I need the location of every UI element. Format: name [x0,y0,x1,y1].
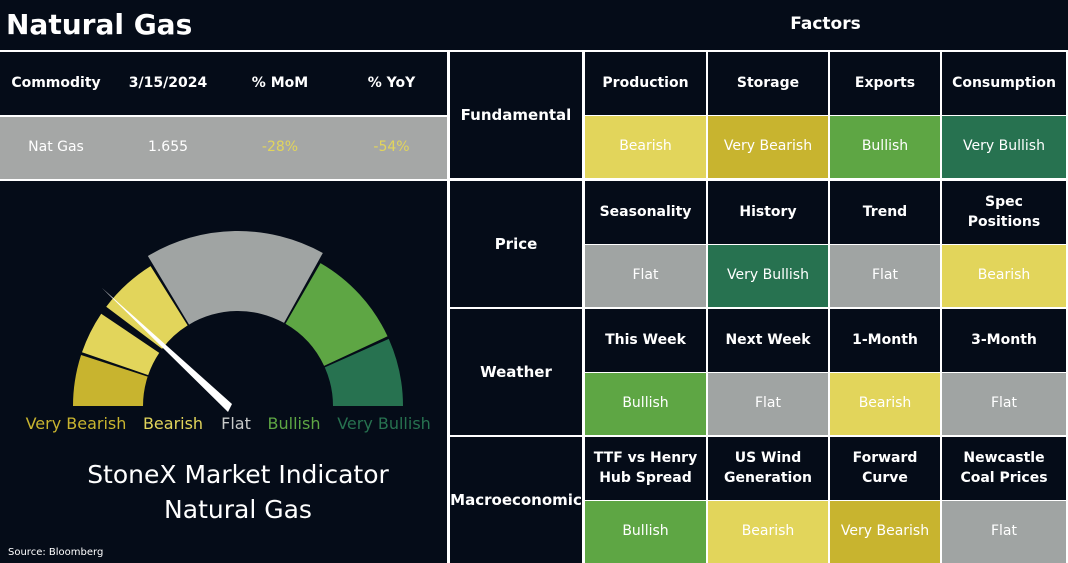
factor-label: Exports [830,52,940,115]
factor-rating: Bearish [585,116,706,178]
factor-rating: Flat [830,245,940,307]
factor-label: TTF vs Henry Hub Spread [585,437,706,500]
gauge-title: Natural Gas [164,495,312,524]
gauge-title: StoneX Market Indicator [87,460,389,489]
factor-label: This Week [585,309,706,372]
factor-group: Price [450,181,582,307]
factor-label: Forward Curve [830,437,940,500]
factor-rating: Flat [708,373,828,435]
table-cell: -28% [224,117,336,179]
factor-rating: Flat [942,373,1066,435]
gauge-segment [147,231,323,325]
factor-rating: Bullish [585,501,706,563]
factor-rating: Bullish [830,116,940,178]
factor-label: Storage [708,52,828,115]
gauge-segment [73,355,148,406]
table-header: 3/15/2024 [112,52,224,115]
gauge-label: Flat [221,414,251,433]
factor-rating: Very Bearish [708,116,828,178]
gauge-label: Very Bullish [337,414,431,433]
factor-rating: Flat [585,245,706,307]
table-header: % YoY [336,52,447,115]
factors-title: Factors [790,14,861,35]
gauge-segment [81,313,160,376]
factor-rating: Bearish [830,373,940,435]
factor-label: Newcastle Coal Prices [942,437,1066,500]
factor-label: Trend [830,181,940,244]
factor-label: Production [585,52,706,115]
gauge-segment [106,266,188,349]
factor-rating: Very Bullish [708,245,828,307]
table-cell: -54% [336,117,447,179]
factor-label: US Wind Generation [708,437,828,500]
factor-label: Consumption [942,52,1066,115]
factor-group: Weather [450,309,582,435]
factor-label: 3-Month [942,309,1066,372]
gauge-label: Very Bearish [26,414,127,433]
factor-group: Macroeconomic [450,437,582,563]
gauge-label: Bullish [268,414,321,433]
factor-rating: Bullish [585,373,706,435]
factor-rating: Bearish [942,245,1066,307]
factor-label: Next Week [708,309,828,372]
table-header: % MoM [224,52,336,115]
factor-label: 1-Month [830,309,940,372]
table-header: Commodity [0,52,112,115]
gauge-label: Bearish [143,414,203,433]
factor-label: History [708,181,828,244]
factor-rating: Very Bearish [830,501,940,563]
factor-rating: Bearish [708,501,828,563]
source: Source: Bloomberg [8,547,103,558]
factor-rating: Very Bullish [942,116,1066,178]
gauge-segment [324,338,403,406]
gauge-panel: Very Bearish Bearish Flat Bullish Very Bulli… [0,181,447,563]
factor-group: Fundamental [450,52,582,178]
gauge-needle [102,288,232,412]
table-cell: Nat Gas [0,117,112,179]
factor-rating: Flat [942,501,1066,563]
gauge-segment [285,263,388,366]
title: Natural Gas [0,0,447,50]
factor-label: Seasonality [585,181,706,244]
factor-label: Spec Positions [942,181,1066,244]
table-cell: 1.655 [112,117,224,179]
